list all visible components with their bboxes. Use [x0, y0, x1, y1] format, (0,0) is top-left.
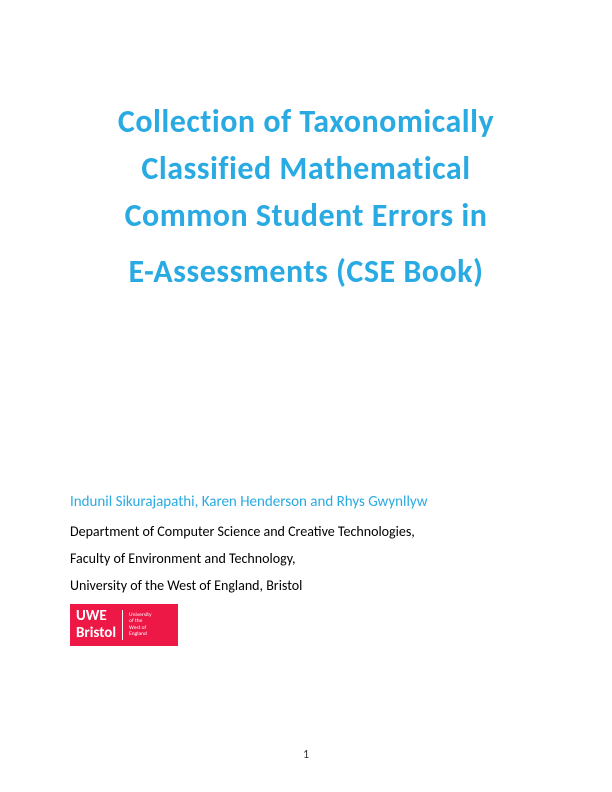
- logo-main-line2: Bristol: [76, 625, 116, 642]
- logo-subtitle: University of the West of England: [129, 612, 151, 638]
- logo-main: UWE Bristol: [76, 608, 116, 641]
- logo-divider: [122, 610, 123, 640]
- authors: Indunil Sikurajapathi, Karen Henderson a…: [70, 493, 542, 511]
- logo-sub-line1: University: [129, 612, 151, 619]
- affiliation-faculty: Faculty of Environment and Technology,: [70, 550, 542, 567]
- title-line-4: E-Assessments (CSE Book): [70, 250, 542, 293]
- page-number: 1: [303, 748, 309, 762]
- logo-sub-line4: England: [129, 631, 151, 638]
- logo-sub-line3: West of: [129, 625, 151, 632]
- logo-sub-line2: of the: [129, 618, 151, 625]
- title-line-3: Common Student Errors in: [70, 194, 542, 237]
- title-line-2: Classified Mathematical: [70, 147, 542, 190]
- uwe-logo: UWE Bristol University of the West of En…: [70, 604, 178, 646]
- affiliation-dept: Department of Computer Science and Creat…: [70, 523, 542, 540]
- document-title: Collection of Taxonomically Classified M…: [70, 100, 542, 293]
- affiliation-university: University of the West of England, Brist…: [70, 577, 542, 594]
- title-line-1: Collection of Taxonomically: [70, 100, 542, 143]
- logo-main-line1: UWE: [76, 608, 116, 625]
